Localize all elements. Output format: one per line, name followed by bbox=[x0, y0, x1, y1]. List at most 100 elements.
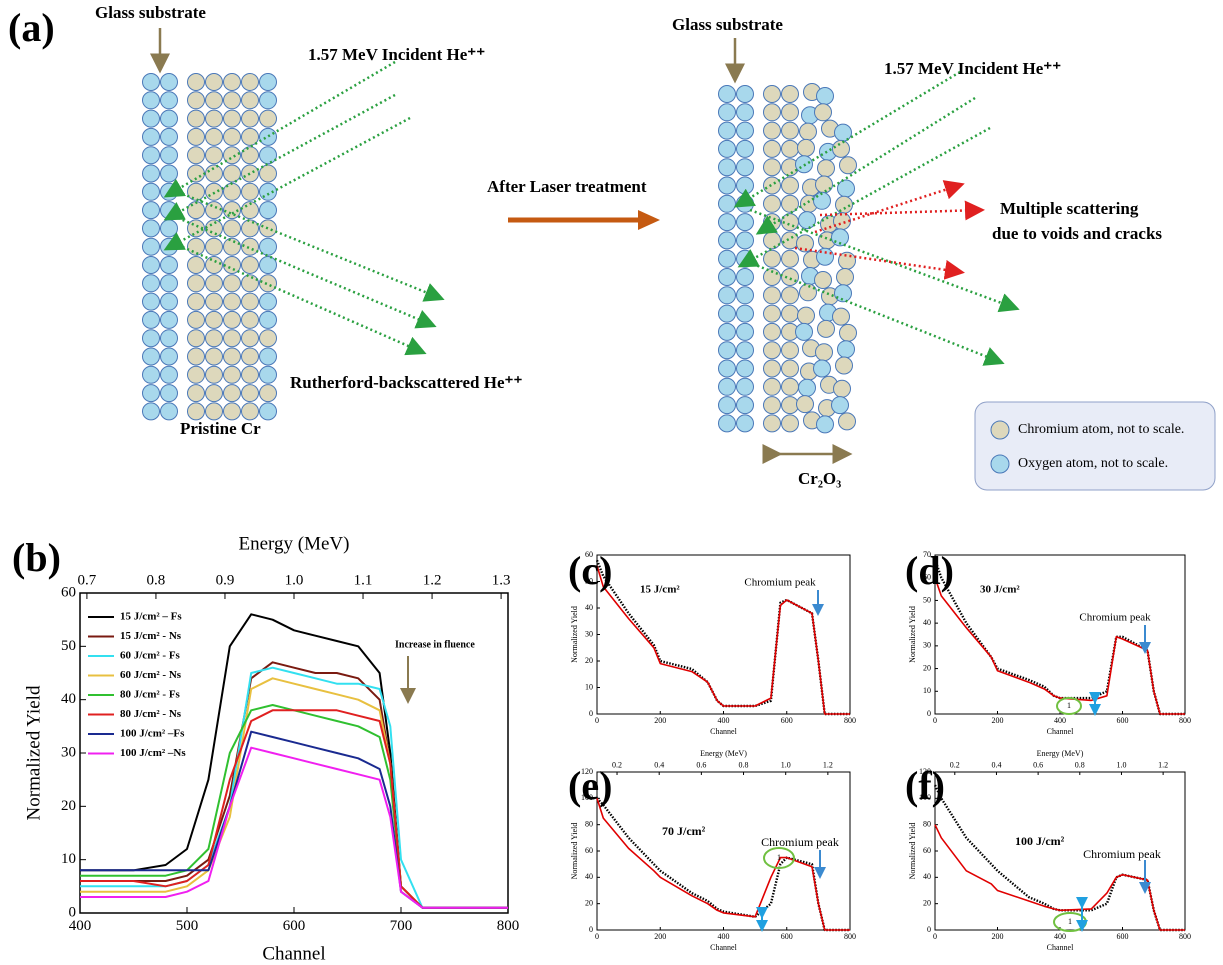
atom bbox=[718, 158, 736, 177]
atom bbox=[160, 310, 178, 329]
atom bbox=[834, 284, 852, 303]
atom bbox=[736, 304, 754, 323]
atom bbox=[205, 347, 223, 366]
atom bbox=[241, 274, 259, 293]
atom bbox=[259, 109, 277, 128]
atom bbox=[241, 237, 259, 256]
atom bbox=[259, 365, 277, 384]
y-tick-label: 50 bbox=[585, 576, 593, 585]
atom bbox=[259, 310, 277, 329]
atom bbox=[833, 379, 851, 398]
atom bbox=[241, 182, 259, 201]
atom bbox=[736, 341, 754, 360]
atom bbox=[187, 237, 205, 256]
x-tick-label: 400 bbox=[718, 932, 730, 941]
panel-label: (c) bbox=[568, 548, 612, 593]
atom bbox=[763, 249, 781, 268]
annotation: Increase in fluence bbox=[395, 639, 475, 650]
atom bbox=[763, 377, 781, 396]
atom bbox=[718, 194, 736, 213]
plot-frame bbox=[596, 771, 851, 931]
legend-label: 100 J/cm² –Fs bbox=[120, 728, 185, 740]
atom bbox=[160, 256, 178, 274]
x-tick-label: 800 bbox=[1179, 932, 1191, 941]
y-tick-label: 30 bbox=[61, 744, 76, 760]
atom bbox=[160, 274, 178, 293]
atom bbox=[763, 158, 781, 177]
annotation: Chromium peak bbox=[744, 577, 816, 589]
beams bbox=[163, 60, 1020, 366]
y-tick-label: 20 bbox=[585, 656, 593, 665]
x-axis-title: Channel bbox=[262, 943, 325, 964]
atom bbox=[160, 127, 178, 146]
atom bbox=[223, 164, 241, 183]
atom bbox=[763, 359, 781, 378]
y-tick-label: 10 bbox=[61, 851, 76, 867]
atom bbox=[259, 329, 277, 348]
atom bbox=[797, 138, 815, 157]
panel-label: (b) bbox=[12, 535, 61, 580]
y-tick-label: 40 bbox=[61, 691, 76, 707]
atom bbox=[241, 91, 259, 110]
atom bbox=[241, 310, 259, 329]
atom bbox=[718, 286, 736, 305]
atom bbox=[718, 213, 736, 232]
y-tick-label: 40 bbox=[585, 603, 593, 612]
atom bbox=[718, 249, 736, 268]
y-axis-title: Normalized Yield bbox=[908, 606, 917, 663]
atom bbox=[160, 91, 178, 110]
x2-tick-label: 1.2 bbox=[423, 572, 442, 588]
atom bbox=[736, 359, 754, 378]
x2-tick-label: 1.3 bbox=[492, 572, 511, 588]
atom bbox=[763, 286, 781, 305]
atom bbox=[813, 359, 831, 378]
atom bbox=[142, 182, 160, 201]
label: Glass substrate bbox=[672, 15, 783, 34]
x2-tick-label: 0.8 bbox=[739, 760, 749, 769]
atom bbox=[781, 286, 799, 305]
y-tick-label: 10 bbox=[923, 686, 931, 695]
atom bbox=[839, 323, 857, 342]
atom bbox=[223, 365, 241, 384]
label: Rutherford-backscattered He⁺⁺ bbox=[290, 373, 522, 392]
atom bbox=[205, 109, 223, 128]
atom bbox=[205, 73, 223, 91]
y-tick-label: 80 bbox=[585, 819, 593, 828]
x2-tick-label: 0.6 bbox=[1033, 760, 1043, 769]
annotation: 1 bbox=[777, 853, 781, 862]
x2-tick-label: 0.6 bbox=[696, 760, 706, 769]
annotation: 1 bbox=[1068, 917, 1072, 926]
y-tick-label: 0 bbox=[69, 904, 77, 920]
atom bbox=[837, 340, 855, 359]
annotation: Chromium peak bbox=[1083, 847, 1161, 861]
x-tick-label: 400 bbox=[69, 918, 92, 934]
atom bbox=[241, 164, 259, 183]
atom bbox=[799, 283, 817, 302]
x-tick-label: 200 bbox=[654, 716, 666, 725]
atom bbox=[160, 384, 178, 403]
label: After Laser treatment bbox=[487, 177, 647, 196]
atom bbox=[142, 127, 160, 146]
atom bbox=[223, 146, 241, 165]
atom bbox=[160, 73, 178, 91]
atom bbox=[835, 195, 853, 214]
annotation: 30 J/cm² bbox=[980, 584, 1020, 596]
atom bbox=[816, 415, 834, 434]
y-tick-label: 60 bbox=[61, 584, 76, 600]
atom bbox=[814, 103, 832, 122]
atom bbox=[718, 322, 736, 341]
y-tick-label: 100 bbox=[919, 793, 931, 802]
y-axis-title: Normalized Yield bbox=[23, 685, 44, 820]
atom bbox=[736, 414, 754, 433]
atom bbox=[187, 292, 205, 311]
atom bbox=[259, 292, 277, 311]
y-tick-label: 120 bbox=[581, 767, 593, 776]
atom bbox=[816, 87, 834, 105]
x2-tick-label: 0.9 bbox=[216, 572, 235, 588]
atom bbox=[718, 341, 736, 360]
atom bbox=[781, 176, 799, 195]
x2-tick-label: 1.2 bbox=[1158, 760, 1168, 769]
atom bbox=[781, 414, 799, 433]
atom bbox=[187, 182, 205, 201]
